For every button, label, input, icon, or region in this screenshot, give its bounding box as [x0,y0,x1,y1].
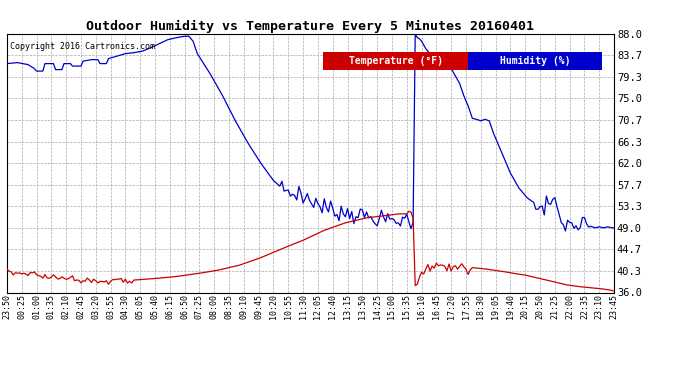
FancyBboxPatch shape [323,52,469,70]
Text: Humidity (%): Humidity (%) [500,56,571,66]
FancyBboxPatch shape [469,52,602,70]
Text: Copyright 2016 Cartronics.com: Copyright 2016 Cartronics.com [10,42,155,51]
Title: Outdoor Humidity vs Temperature Every 5 Minutes 20160401: Outdoor Humidity vs Temperature Every 5 … [86,20,535,33]
Text: Temperature (°F): Temperature (°F) [348,56,442,66]
